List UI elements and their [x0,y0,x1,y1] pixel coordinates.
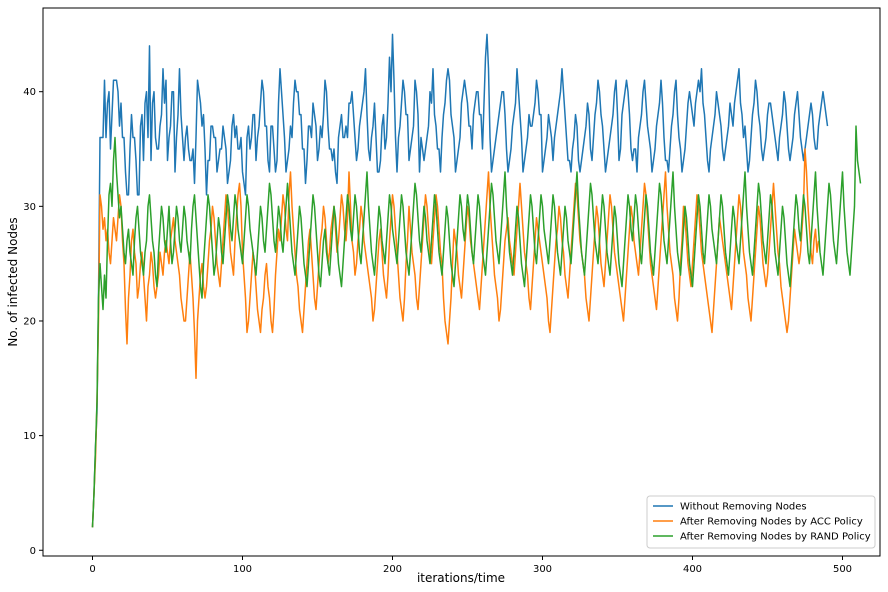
y-tick-label: 10 [23,431,36,442]
x-tick-label: 500 [833,564,852,575]
y-tick-label: 40 [23,87,36,98]
series-line-without-removing [91,33,829,528]
y-tick-label: 30 [23,202,36,213]
x-tick-label: 200 [383,564,402,575]
x-tick-label: 400 [683,564,702,575]
series-line-rand-policy [91,125,862,528]
y-tick-label: 0 [30,546,36,557]
y-axis-label: No. of infected Nodes [6,217,20,346]
x-axis-ticks: 0 100 200 300 400 500 [89,556,852,575]
legend: Without Removing Nodes After Removing No… [646,495,876,549]
legend-box [646,495,876,549]
legend-label-without-removing: Without Removing Nodes [680,502,807,513]
x-tick-label: 0 [89,564,95,575]
series-layer [91,33,862,528]
legend-label-rand-policy: After Removing Nodes by RAND Policy [680,532,871,543]
plot-frame [42,7,881,557]
y-axis-ticks: 0 10 20 30 40 [23,87,43,557]
y-tick-label: 20 [23,316,36,327]
x-tick-label: 300 [533,564,552,575]
legend-label-acc-policy: After Removing Nodes by ACC Policy [680,517,863,528]
x-axis-label: iterations/time [417,571,505,585]
plot-area [42,7,881,557]
x-tick-label: 100 [233,564,252,575]
